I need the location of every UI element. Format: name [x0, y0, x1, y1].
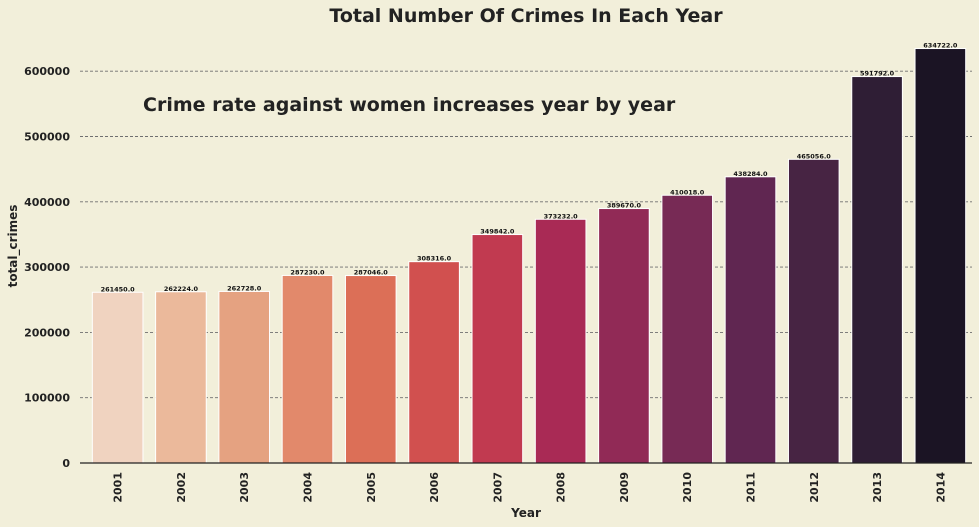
data-labels-group: 261450.0 262224.0 262728.0 287230.0 287046.0… [101, 42, 958, 294]
data-label: 373232.0 [544, 212, 579, 220]
x-tick-label: 2009 [618, 472, 631, 503]
bar-2012 [787, 158, 840, 464]
x-tick-label: 2001 [112, 472, 125, 503]
x-tick-label: 2005 [365, 472, 378, 503]
bar-2005 [344, 275, 397, 464]
data-label: 287230.0 [290, 268, 325, 276]
x-tick-label: 2004 [302, 472, 315, 503]
y-axis-label: total_crimes [6, 205, 21, 288]
data-label: 389670.0 [607, 202, 642, 210]
y-tick-label: 400000 [24, 196, 70, 209]
bar-2013 [851, 76, 903, 464]
gridlines [80, 70, 972, 399]
bar-2006 [408, 261, 460, 464]
x-tick-label: 2012 [808, 472, 821, 503]
y-tick-labels: 0 100000 200000 300000 400000 500000 600000 [24, 65, 70, 470]
bar-2008 [534, 218, 587, 464]
data-label: 410018.0 [670, 188, 705, 196]
x-tick-label: 2003 [238, 472, 251, 503]
bar-2002 [155, 291, 207, 464]
data-label: 287046.0 [354, 269, 389, 277]
x-tick-label: 2013 [871, 472, 884, 503]
bar-2014 [914, 48, 967, 464]
bar-2001 [91, 291, 144, 464]
x-tick-label: 2011 [745, 472, 758, 503]
x-tick-labels: 2001 2002 2003 2004 2005 2006 2007 2008 2009 2010… [112, 472, 948, 503]
data-label: 308316.0 [417, 255, 452, 263]
x-tick-label: 2010 [681, 472, 694, 503]
x-tick-label: 2008 [555, 472, 568, 503]
chart-annotation: Crime rate against women increases year … [143, 94, 676, 116]
bars-group [91, 48, 967, 464]
data-label: 262224.0 [164, 285, 199, 293]
data-label: 438284.0 [733, 170, 768, 178]
y-tick-label: 500000 [24, 131, 70, 144]
bar-2009 [598, 208, 650, 464]
bar-2010 [661, 194, 714, 464]
x-tick-label: 2002 [175, 472, 188, 503]
x-tick-label: 2007 [491, 472, 504, 503]
data-label: 262728.0 [227, 284, 262, 292]
bar-2011 [724, 176, 777, 464]
bar-2007 [471, 234, 524, 464]
data-label: 634722.0 [923, 42, 958, 50]
y-tick-label: 200000 [24, 326, 70, 339]
data-label: 349842.0 [480, 228, 515, 236]
bar-2003 [218, 290, 271, 464]
bar-2004 [281, 274, 334, 464]
x-tick-label: 2014 [934, 472, 947, 503]
data-label: 591792.0 [860, 70, 895, 78]
data-label: 465056.0 [797, 152, 832, 160]
y-tick-label: 300000 [24, 261, 70, 274]
y-tick-label: 0 [62, 457, 70, 470]
data-label: 261450.0 [101, 285, 136, 293]
chart-title: Total Number Of Crimes In Each Year [329, 5, 723, 27]
x-axis-label: Year [510, 506, 541, 520]
y-tick-label: 100000 [24, 392, 70, 405]
x-tick-label: 2006 [428, 472, 441, 503]
y-tick-label: 600000 [24, 65, 70, 78]
